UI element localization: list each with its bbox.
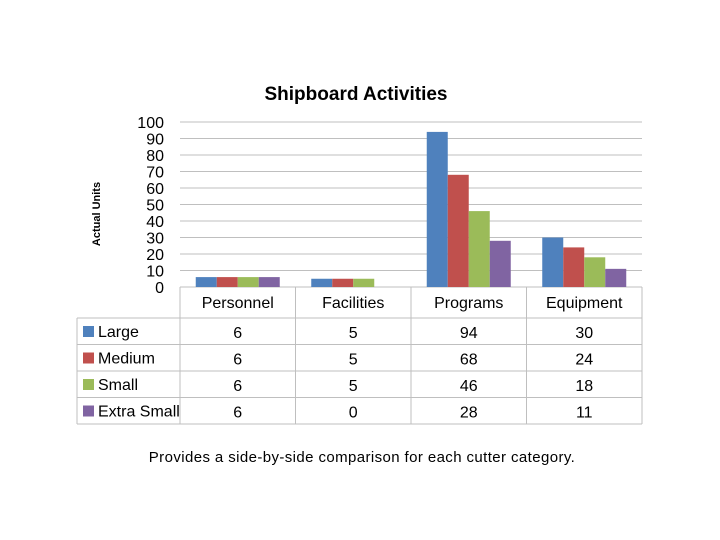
legend-label: Extra Small xyxy=(98,404,180,421)
data-label: 18 xyxy=(575,378,593,395)
bars xyxy=(195,131,627,287)
bar-medium-programs xyxy=(447,174,469,287)
data-label: 5 xyxy=(349,378,358,395)
legend-swatch xyxy=(83,352,94,364)
chart-title: Shipboard Activities xyxy=(265,84,448,105)
bar-large-facilities xyxy=(311,278,333,287)
data-label: 6 xyxy=(233,405,242,422)
bar-extra-small-equipment xyxy=(605,268,627,287)
data-label: 24 xyxy=(575,352,593,369)
legend-swatch xyxy=(83,379,94,390)
data-label: 11 xyxy=(576,405,593,422)
y-tick-label: 80 xyxy=(146,148,164,165)
legend-swatch xyxy=(83,326,94,337)
bar-extra-small-programs xyxy=(489,240,511,287)
x-category-label: Personnel xyxy=(202,295,274,312)
gridlines xyxy=(180,121,642,288)
y-tick-label: 70 xyxy=(146,165,164,182)
y-tick-label: 100 xyxy=(137,115,164,132)
bar-medium-personnel xyxy=(216,277,238,287)
bar-small-facilities xyxy=(353,278,375,287)
legend-label: Medium xyxy=(98,351,155,368)
y-tick-label: 30 xyxy=(146,231,164,248)
data-label: 68 xyxy=(460,352,478,369)
y-tick-label: 90 xyxy=(146,132,164,149)
bar-small-equipment xyxy=(584,257,606,287)
data-table: Personnel Facilities Programs Equipment Larg… xyxy=(76,287,643,425)
bar-extra-small-personnel xyxy=(258,277,280,287)
bar-large-equipment xyxy=(542,237,564,287)
bar-small-programs xyxy=(468,211,490,287)
legend-label: Small xyxy=(98,377,138,394)
y-tick-label: 50 xyxy=(146,198,164,215)
bar-large-programs xyxy=(426,131,448,287)
x-category-label: Facilities xyxy=(322,295,384,312)
x-category-label: Programs xyxy=(434,295,503,312)
data-label: 94 xyxy=(460,325,478,342)
data-label: 6 xyxy=(233,325,242,342)
data-label: 46 xyxy=(460,378,478,395)
y-tick-label: 40 xyxy=(146,214,164,231)
data-label: 30 xyxy=(575,325,593,342)
y-tick-label: 0 xyxy=(155,280,164,297)
legend-swatch xyxy=(83,405,94,417)
bar-medium-equipment xyxy=(563,247,585,287)
data-label: 6 xyxy=(233,352,242,369)
y-tick-label: 60 xyxy=(146,181,164,198)
x-category-label: Equipment xyxy=(546,295,623,312)
bar-medium-facilities xyxy=(332,278,354,287)
legend-label: Large xyxy=(98,324,139,341)
y-axis-label: Actual Units xyxy=(91,182,103,246)
bar-large-personnel xyxy=(195,277,217,287)
data-label: 6 xyxy=(233,378,242,395)
bar-small-personnel xyxy=(237,277,259,287)
data-label: 0 xyxy=(349,405,358,422)
data-label: 5 xyxy=(349,352,358,369)
data-label: 5 xyxy=(349,325,358,342)
y-tick-label: 10 xyxy=(146,264,164,281)
y-tick-label: 20 xyxy=(146,247,164,264)
data-label: 28 xyxy=(460,405,478,422)
caption: Provides a side-by-side comparison for e… xyxy=(148,449,576,466)
